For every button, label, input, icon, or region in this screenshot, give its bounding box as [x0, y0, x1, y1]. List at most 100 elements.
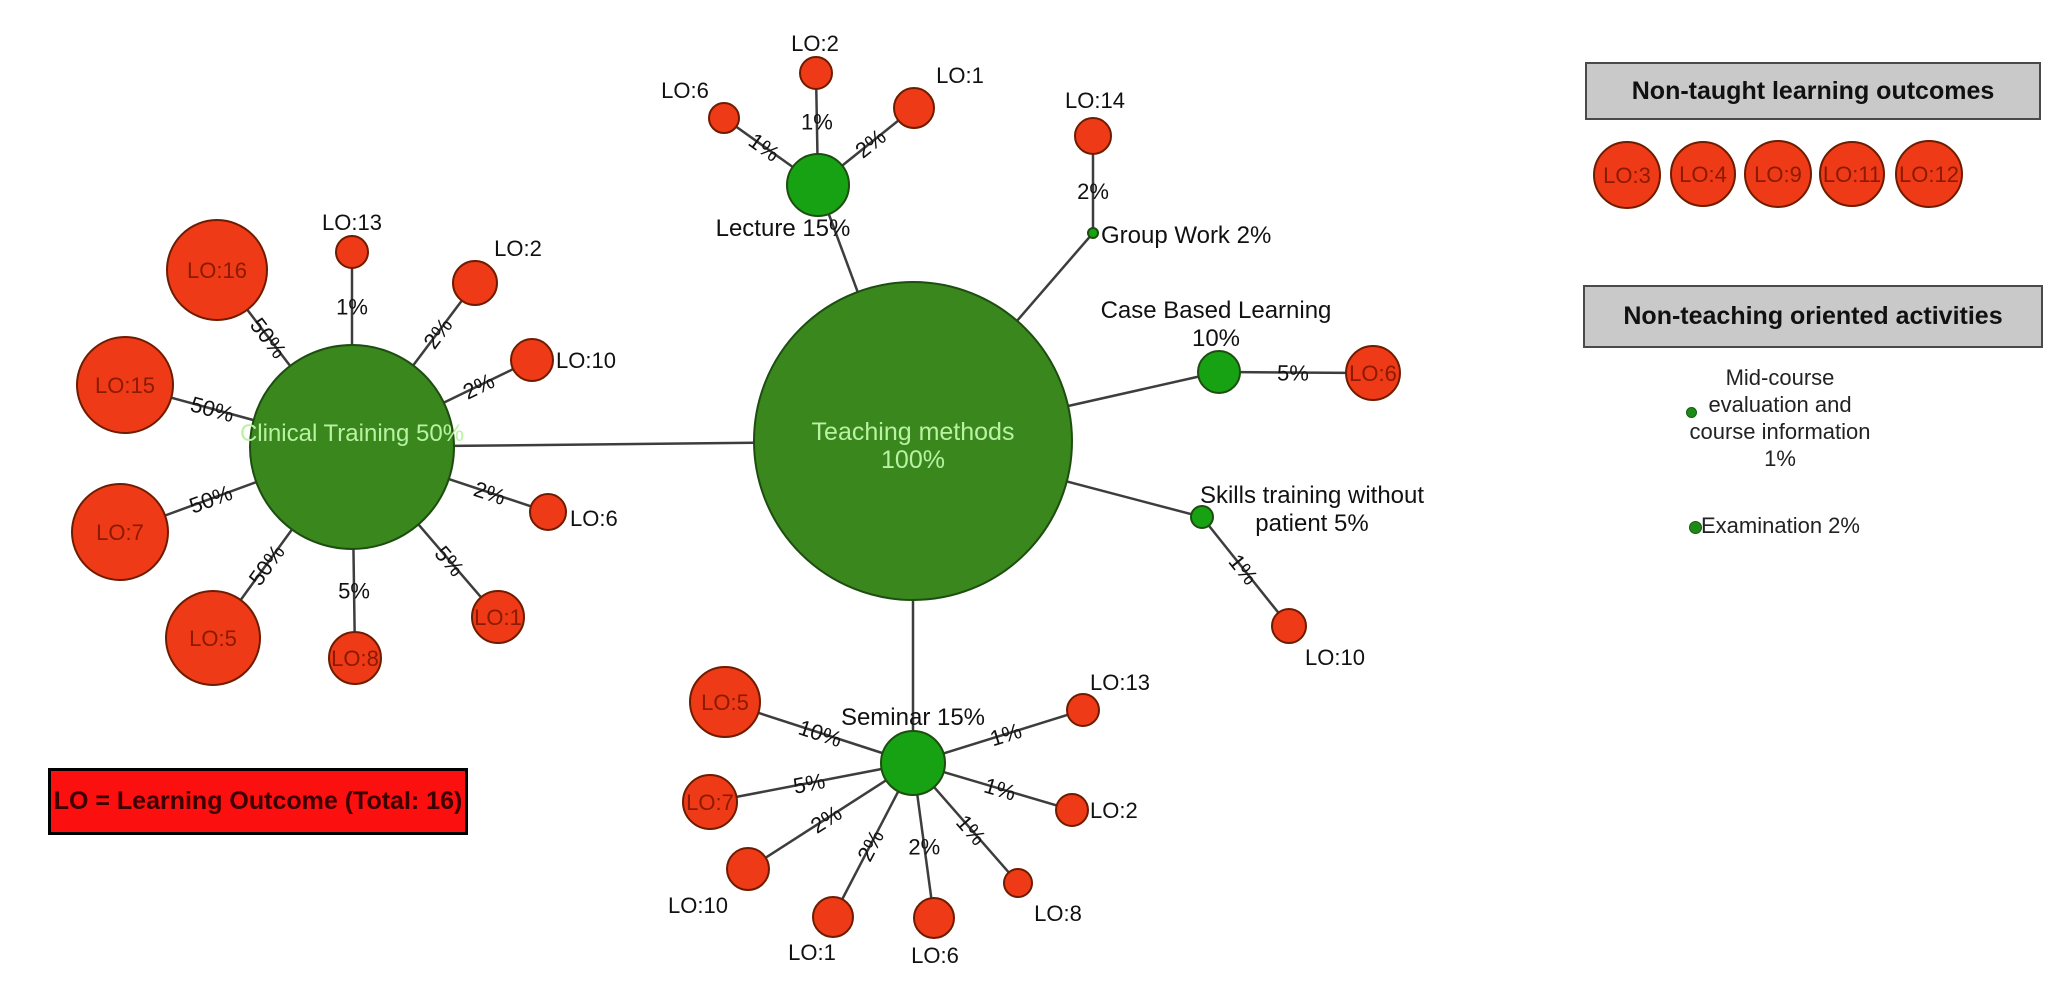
lo-circle-LO:13	[1066, 693, 1100, 727]
edge-pct-label: 2%	[908, 834, 940, 859]
lo-label-LO:5: LO:5	[189, 626, 237, 651]
edge-pct-label: 1%	[801, 110, 833, 135]
non-taught-header: Non-taught learning outcomes	[1585, 62, 2041, 120]
mid-course-dot	[1686, 407, 1697, 418]
edge-seminar-LO:2	[943, 770, 1058, 807]
edge-pct-label: 1%	[336, 295, 368, 320]
edge-clinical-LO:10	[443, 368, 514, 404]
link-teaching-skills	[1066, 480, 1192, 516]
hub-label-groupwork: Group Work 2%	[1101, 222, 1271, 249]
hub-circle-clinical	[249, 344, 455, 550]
edge-seminar-LO:13	[943, 713, 1069, 755]
edge-pct-label: 2%	[459, 368, 499, 404]
lo-label-LO:14: LO:14	[1065, 88, 1125, 113]
edge-clinical-LO:16	[246, 308, 292, 367]
edge-clinical-LO:8	[352, 548, 356, 633]
lo-label-LO:2: LO:2	[791, 31, 839, 56]
center-links	[453, 213, 1199, 731]
lo-label-LO:7: LO:7	[686, 790, 734, 815]
mid-course-line-2: evaluation and	[1708, 392, 1852, 417]
lo-circle-LO:1	[893, 87, 935, 129]
lo-circle-LO:8	[328, 631, 382, 685]
edge-clinical-LO:6	[448, 477, 532, 508]
lo-circle-LO:7	[71, 483, 169, 581]
hub-circle-lecture	[786, 153, 850, 217]
cluster-seminar: 10%5%2%2% 2% 1%1%1%Seminar 15%LO:5LO:7LO:1…	[668, 666, 1150, 968]
lo-circle-LO:13	[335, 235, 369, 269]
lo-label-LO:6: LO:6	[661, 78, 709, 103]
lo-circle-LO:16	[166, 219, 268, 321]
lo-circle-LO:15	[76, 336, 174, 434]
mid-course-line-1: Mid-course	[1725, 365, 1835, 390]
lo-circle-LO:14	[1074, 117, 1112, 155]
edge-skills-LO:10	[1207, 524, 1280, 614]
non-taught-lo-circle-LO:12	[1895, 140, 1963, 208]
lo-circle-LO:5	[165, 590, 261, 686]
edge-pct-label: 10%	[795, 715, 845, 752]
examination-label: Examination 2%	[1701, 513, 1860, 538]
edge-seminar-LO:6	[916, 794, 933, 899]
edge-lecture-LO:2	[815, 88, 819, 155]
mid-course-line-4: 1%	[1764, 446, 1796, 471]
lo-label-LO:13: LO:13	[1090, 670, 1150, 695]
legend-label: LO = Learning Outcome (Total: 16)	[53, 787, 463, 815]
edge-clinical-LO:15	[170, 396, 254, 422]
hub-circle-seminar	[880, 730, 946, 796]
edge-clinical-LO:2	[412, 299, 463, 367]
lo-label-LO:15: LO:15	[95, 373, 155, 398]
edge-clinical-LO:1	[417, 523, 483, 599]
lo-label-LO:10: LO:10	[1305, 645, 1365, 670]
hub-label-skills: Skills training without	[1200, 482, 1424, 509]
lo-label-LO:8: LO:8	[331, 646, 379, 671]
edge-pct-label: 5%	[1277, 360, 1309, 385]
lo-label-LO:6: LO:6	[570, 506, 618, 531]
lo-label-LO:13: LO:13	[322, 210, 382, 235]
non-taught-lo-label-LO:3: LO:3	[1603, 163, 1651, 188]
lo-label-LO:10: LO:10	[668, 893, 728, 918]
non-taught-lo-circle-LO:11	[1819, 141, 1885, 207]
edge-lecture-LO:1	[841, 119, 900, 167]
cluster-clinical: 50%1%2%2%50%2%50%5%50%5%Clinical Trainin…	[71, 210, 618, 686]
edge-pct-label: 5%	[791, 768, 827, 799]
hub-label-cbl: Case Based Learning	[1101, 297, 1332, 324]
edge-pct-label: 1%	[744, 128, 784, 167]
link-teaching-cbl	[1067, 375, 1199, 408]
non-taught-lo-label-LO:11: LO:11	[1823, 162, 1881, 187]
hub-label-lecture: Lecture 15%	[716, 215, 851, 242]
hub-label-teaching: Teaching methods	[812, 418, 1015, 446]
edge-pct-label: 2%	[1077, 179, 1109, 204]
lo-label-LO:1: LO:1	[788, 940, 836, 965]
lo-label-LO:1: LO:1	[936, 63, 984, 88]
lo-circle-LO:6	[708, 102, 740, 134]
lo-label-LO:2: LO:2	[1090, 798, 1138, 823]
lo-label-LO:10: LO:10	[556, 348, 616, 373]
edge-seminar-LO:10	[764, 779, 887, 859]
lo-circle-LO:8	[1003, 868, 1033, 898]
non-taught-circles: LO:3 LO:4 LO:9 LO:11 LO:12	[1593, 140, 1963, 209]
cluster-lecture: 1% 1% 2% Lecture 15% LO:6 LO:2 LO:1	[661, 31, 984, 242]
non-taught-lo-label-LO:9: LO:9	[1754, 162, 1802, 187]
non-taught-lo-circle-LO:9	[1744, 140, 1812, 208]
legend-box: LO = Learning Outcome (Total: 16)	[48, 768, 468, 835]
lo-circle-LO:10	[1271, 608, 1307, 644]
lo-label-LO:8: LO:8	[1034, 901, 1082, 926]
edge-pct-label: 2%	[850, 124, 890, 163]
edge-seminar-LO:1	[841, 790, 900, 900]
edge-seminar-LO:7	[736, 767, 882, 799]
lo-label-LO:5: LO:5	[701, 690, 749, 715]
hub-label-cbl: 10%	[1192, 325, 1240, 352]
hub-label-clinical: Clinical Training 50%	[240, 420, 464, 447]
edge-clinical-LO:5	[239, 528, 293, 601]
lo-circle-LO:2	[452, 260, 498, 306]
lo-label-LO:16: LO:16	[187, 258, 247, 283]
non-teaching-header-label: Non-teaching oriented activities	[1623, 302, 2003, 330]
edge-pct-label: 50%	[186, 480, 236, 519]
lo-label-LO:1: LO:1	[474, 605, 522, 630]
lo-circle-LO:7	[682, 774, 738, 830]
lo-circle-LO:2	[1055, 793, 1089, 827]
